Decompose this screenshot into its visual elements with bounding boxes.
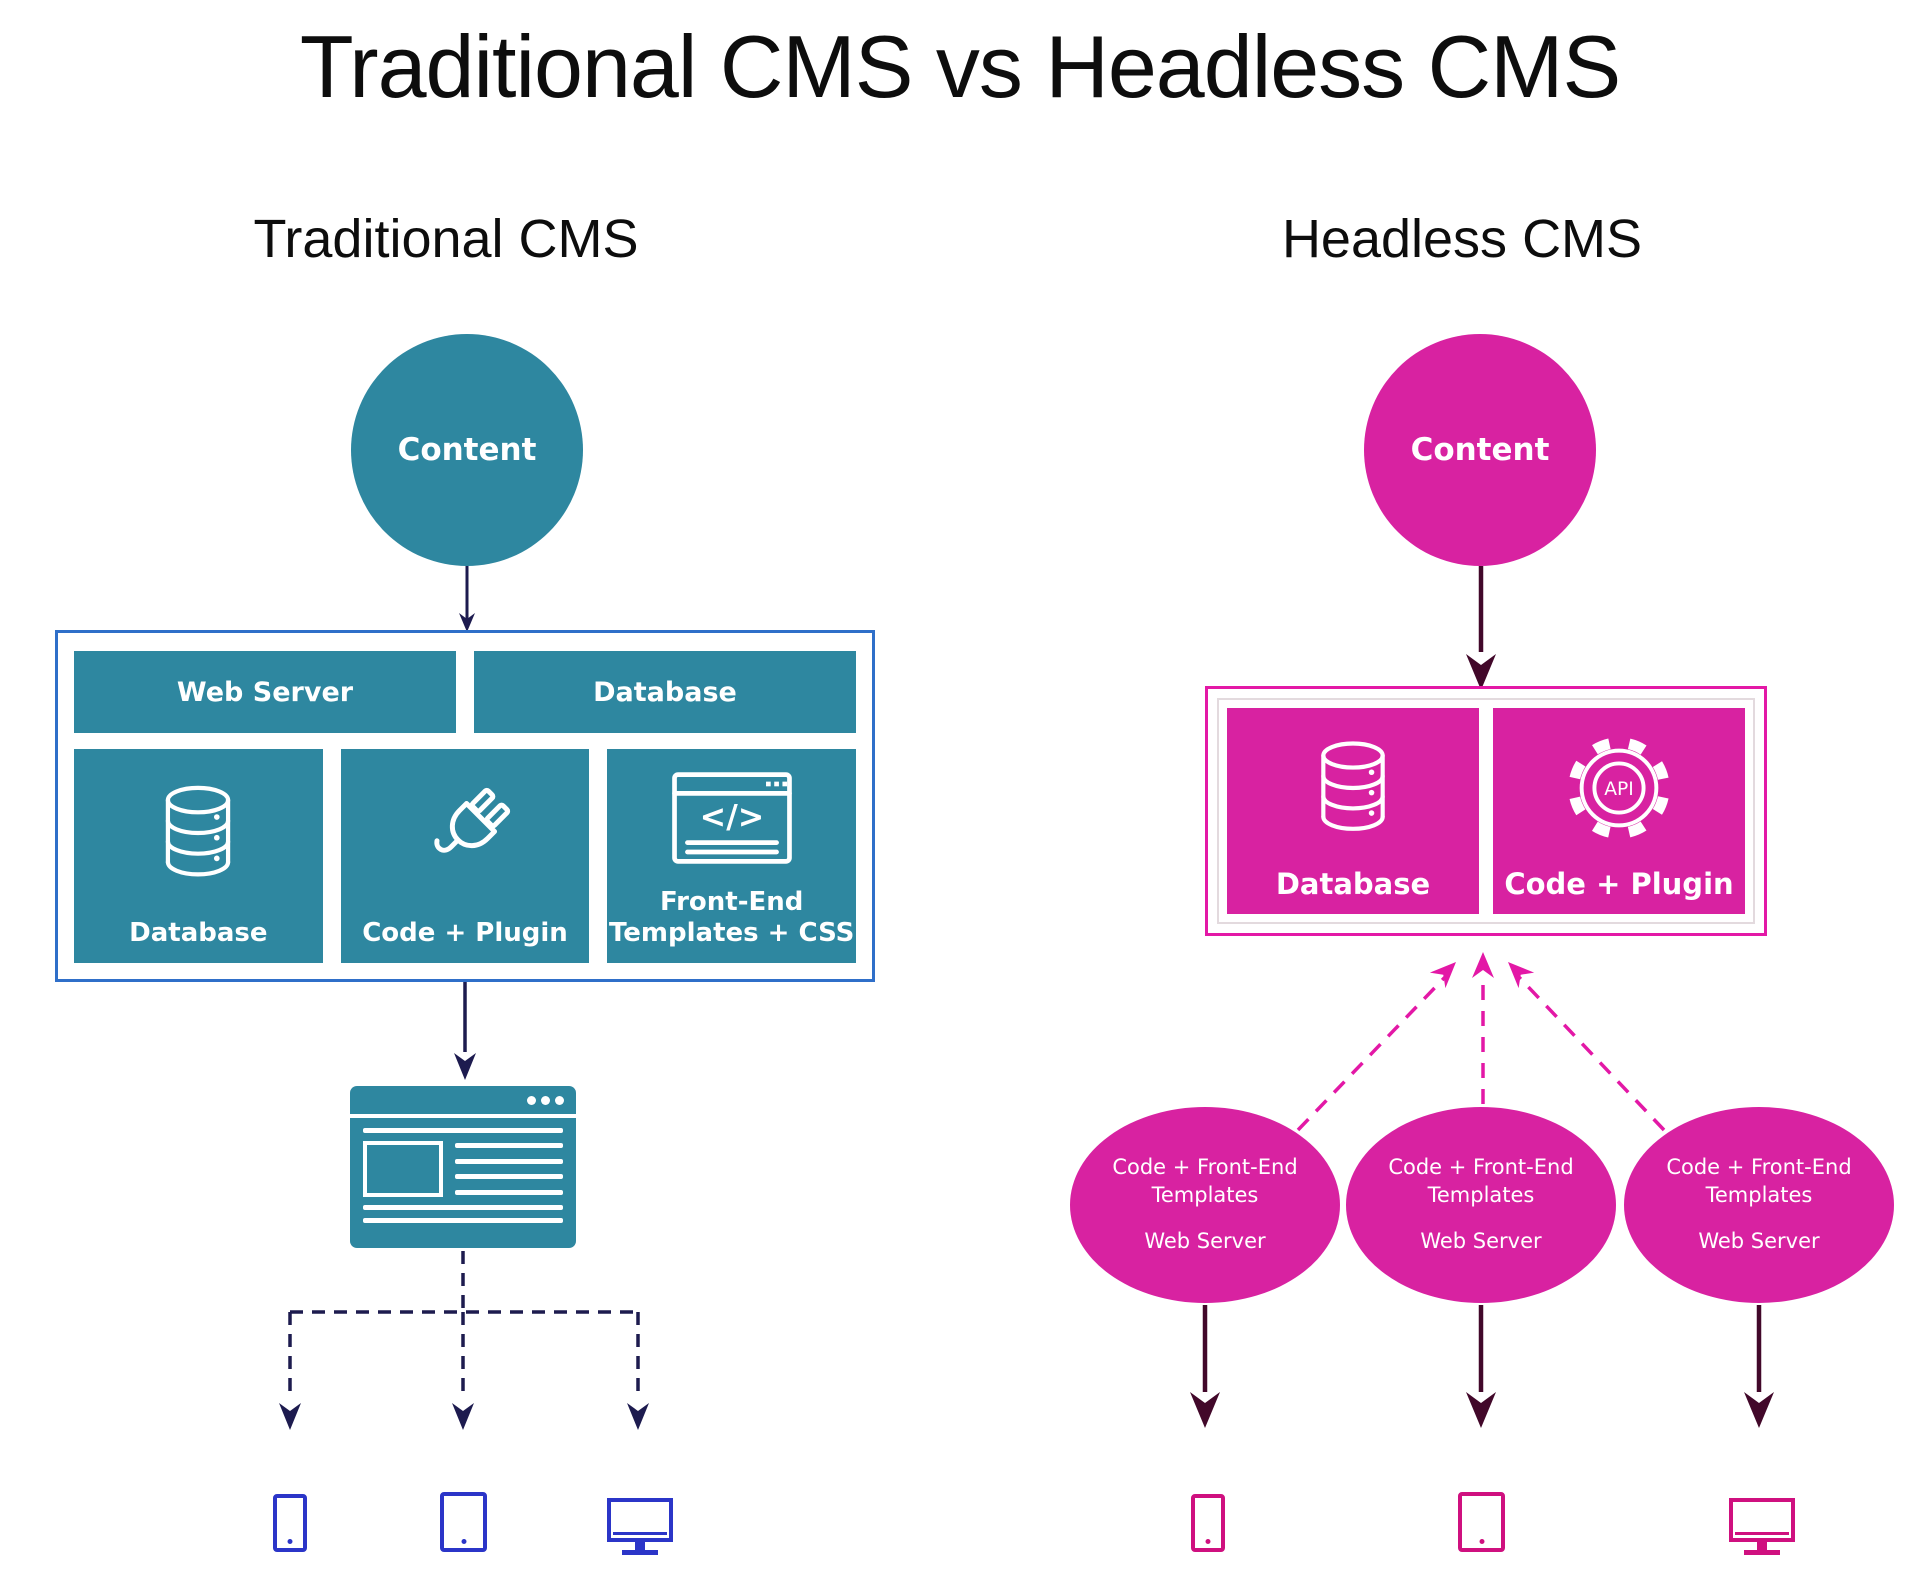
server-node-3: Code + Front-End Templates Web Server [1624,1107,1894,1303]
server-node-line: Templates [1705,1183,1813,1208]
headless-cms-box: Database API Code + Plugin [1205,686,1767,936]
headless-box-inner: Database API Code + Plugin [1217,698,1755,924]
browser-text-line [455,1189,563,1195]
headless-content-label: Content [1410,432,1550,468]
headless-content-node: Content [1364,334,1596,566]
arrow-content-to-headless-box [1466,566,1496,690]
code-plugin-label: Code + Plugin [362,917,568,948]
frontend-label-line2: Templates + CSS [609,917,855,948]
server-node-line: Web Server [1698,1228,1820,1253]
browser-text-line [363,1205,563,1210]
database-cell: Database [74,749,323,963]
browser-text-line [455,1158,563,1164]
database-top-label: Database [593,676,737,708]
headless-heading: Headless CMS [1281,209,1643,269]
database-top-cell: Database [474,651,856,733]
headless-database-cell: Database [1227,708,1479,914]
dashed-arrows-servers-to-api [1296,952,1666,1132]
phone-icon [273,1494,307,1552]
traditional-content-label: Content [397,432,537,468]
browser-image-placeholder [363,1141,443,1197]
traditional-row-bottom: Database Code + Plugin [74,749,857,963]
arrow-content-to-traditional-box [459,563,475,632]
monitor-icon [607,1498,673,1555]
server-node-line: Code + Front-End [1112,1155,1298,1180]
browser-dot [541,1096,550,1105]
headless-code-plugin-label: Code + Plugin [1504,867,1734,902]
arrows-servers-to-devices [1190,1305,1774,1428]
frontend-label-line1: Front-End [659,886,804,917]
code-plugin-cell: Code + Plugin [340,749,590,963]
phone-icon [1191,1494,1225,1552]
traditional-row-top: Web Server Database [74,651,856,733]
dashed-branch-traditional [279,1251,649,1430]
browser-text-line [363,1218,563,1223]
frontend-templates-cell: </> Front-End Templates + CSS [607,749,857,963]
server-node-1: Code + Front-End Templates Web Server [1070,1107,1340,1303]
tablet-icon [440,1492,487,1552]
browser-titlebar [350,1086,576,1118]
server-node-line: Code + Front-End [1666,1155,1852,1180]
page-title: Traditional CMS vs Headless CMS [299,17,1621,116]
traditional-cms-box: Web Server Database [55,630,875,982]
server-node-line: Web Server [1144,1228,1266,1253]
headless-code-plugin-cell: API Code + Plugin [1493,708,1745,914]
browser-text-line [455,1174,563,1180]
api-label: API [1604,778,1634,799]
browser-content [350,1118,576,1231]
browser-text-line [363,1128,563,1133]
browser-text-line [455,1143,563,1148]
database-icon [74,749,323,918]
database-icon [1227,708,1479,867]
server-node-line: Templates [1151,1183,1259,1208]
code-window-icon: </> [607,749,856,887]
browser-dot [527,1096,536,1105]
web-server-label: Web Server [176,676,354,708]
arrow-traditional-box-to-browser [454,982,476,1080]
api-gear-icon: API [1493,708,1745,867]
traditional-heading: Traditional CMS [253,209,639,269]
server-node-line: Web Server [1420,1228,1542,1253]
browser-window-icon [350,1086,576,1248]
headless-database-label: Database [1275,867,1431,902]
plug-icon [341,749,590,918]
traditional-content-node: Content [351,334,583,566]
database-cell-label: Database [129,917,268,948]
server-node-line: Code + Front-End [1388,1155,1574,1180]
server-node-2: Code + Front-End Templates Web Server [1346,1107,1616,1303]
browser-dot [555,1096,564,1105]
web-server-cell: Web Server [74,651,456,733]
server-node-line: Templates [1427,1183,1535,1208]
monitor-icon [1729,1498,1795,1555]
tablet-icon [1458,1492,1505,1552]
code-glyph: </> [699,799,764,835]
